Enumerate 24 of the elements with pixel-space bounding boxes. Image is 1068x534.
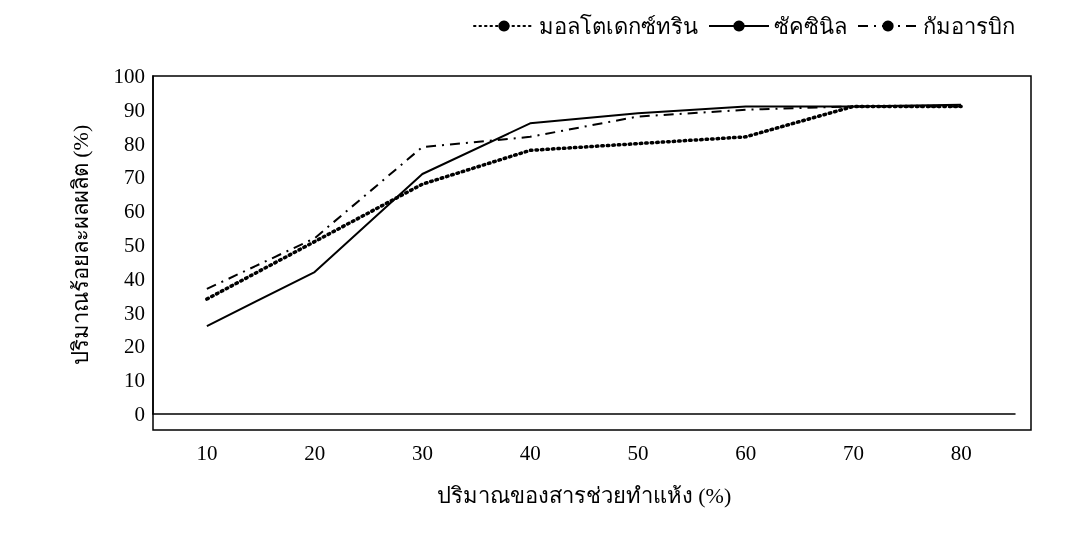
y-tick-label: 10 xyxy=(124,368,145,393)
x-tick-label: 80 xyxy=(950,440,972,465)
y-tick-label: 0 xyxy=(134,402,145,426)
y-tick-label: 40 xyxy=(124,266,145,291)
y-tick-label: 80 xyxy=(124,131,145,156)
legend-label: กัมอารบิก xyxy=(923,13,1015,39)
y-tick-label: 20 xyxy=(124,334,145,359)
y-tick-label: 30 xyxy=(124,300,145,325)
x-axis-title: ปริมาณของสารช่วยทำแห้ง (%) xyxy=(436,482,732,508)
x-tick-label: 60 xyxy=(735,440,757,465)
y-axis-title: ปริมาณร้อยละผลผลิต (%) xyxy=(67,124,93,366)
x-tick-label: 40 xyxy=(519,440,541,465)
y-tick-label: 50 xyxy=(124,233,145,257)
x-tick-label: 70 xyxy=(842,440,864,465)
x-tick-label: 10 xyxy=(196,440,218,465)
y-tick-label: 90 xyxy=(124,97,145,122)
x-tick-label: 30 xyxy=(411,440,433,465)
y-tick-label: 60 xyxy=(124,199,145,224)
y-tick-label: 100 xyxy=(113,64,145,88)
legend-label: มอลโตเดกซ์ทริน xyxy=(539,13,698,39)
x-tick-label: 20 xyxy=(304,440,326,465)
x-tick-label: 50 xyxy=(627,440,649,465)
y-tick-label: 70 xyxy=(124,165,145,190)
legend-label: ซัคซินิล xyxy=(774,13,847,39)
